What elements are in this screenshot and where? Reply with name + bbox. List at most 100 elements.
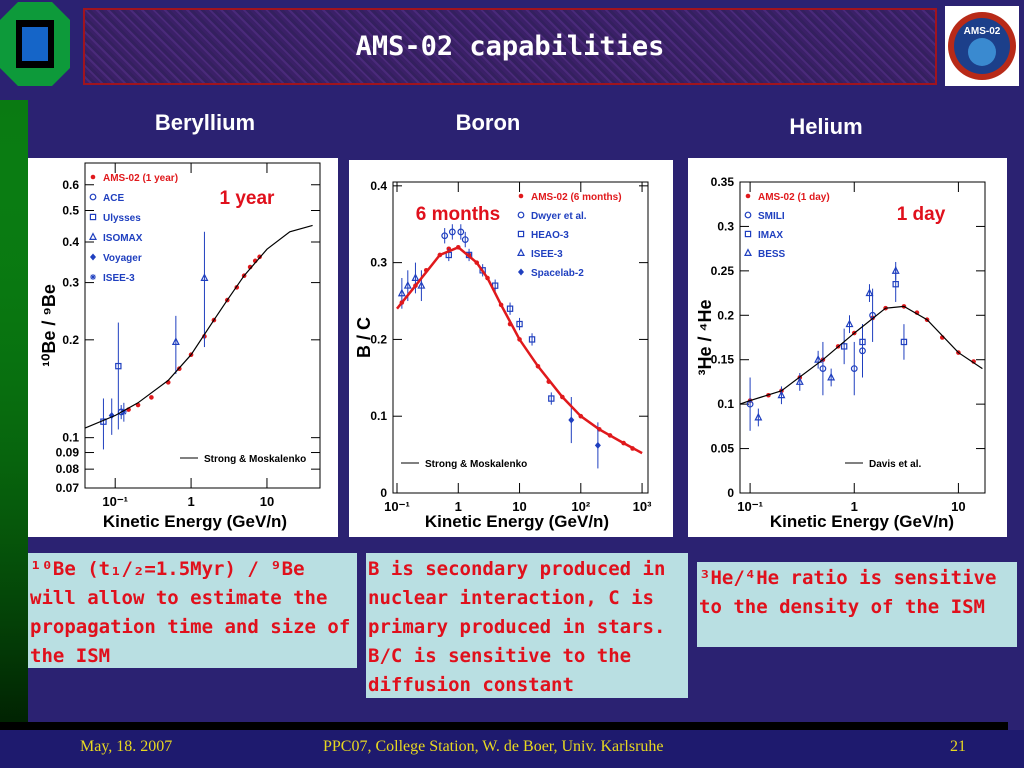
data-point <box>115 362 122 370</box>
data-point <box>441 232 449 240</box>
legend-marker <box>89 213 97 221</box>
data-point <box>777 390 786 399</box>
data-point <box>594 441 601 449</box>
legend-label: HEAO-3 <box>531 230 569 241</box>
y-tick-label: 0.25 <box>711 264 735 278</box>
legend-label: AMS-02 (1 day) <box>758 192 830 203</box>
legend-label: Strong & Moskalenko <box>204 454 306 465</box>
x-tick-label: 10 <box>260 494 274 509</box>
legend-marker <box>744 211 752 219</box>
chart-background <box>688 158 1007 537</box>
data-point <box>403 280 412 289</box>
data-point <box>200 273 209 281</box>
x-tick-label: 10 <box>512 499 526 514</box>
x-tick-label: 10² <box>571 499 590 514</box>
y-tick-label: 0.07 <box>56 481 80 495</box>
y-axis-label: B / C <box>354 317 374 358</box>
y-tick-label: 0.4 <box>62 235 79 249</box>
legend-marker <box>745 193 751 199</box>
chart: Helium 0 0.05 0.1 0.15 0.2 0.25 0.3 0.35 10⁻¹ 1 10K… <box>688 114 1007 537</box>
y-tick-label: 0.08 <box>56 462 80 476</box>
data-point <box>506 305 514 312</box>
footer-bar <box>0 730 1024 768</box>
y-tick-label: 0.4 <box>370 179 387 193</box>
x-tick-label: 10 <box>951 499 965 514</box>
data-point <box>120 408 127 415</box>
y-tick-label: 0.6 <box>62 178 79 192</box>
data-point <box>859 338 866 346</box>
legend-marker <box>517 230 525 238</box>
x-tick-label: 10⁻¹ <box>737 499 763 514</box>
chart-title: Beryllium <box>155 110 255 135</box>
y-tick-label: 0.35 <box>711 175 735 189</box>
legend-label: ISEE-3 <box>103 273 135 284</box>
data-point <box>528 336 536 343</box>
footer-rule <box>0 722 1008 730</box>
footer-event: PPC07, College Station, W. de Boer, Univ… <box>323 738 664 755</box>
data-point <box>746 400 754 408</box>
y-tick-label: 0.2 <box>370 332 387 346</box>
model-curve <box>396 245 643 455</box>
chart-background <box>28 158 338 537</box>
data-point <box>461 236 469 243</box>
footer-page: 21 <box>950 738 966 755</box>
data-point <box>892 280 899 288</box>
legend-label: Voyager <box>103 253 142 264</box>
legend-label: Strong & Moskalenko <box>425 459 527 470</box>
data-point <box>411 273 420 281</box>
legend-label: ACE <box>103 193 124 204</box>
data-point <box>845 319 854 328</box>
y-tick-label: 0.2 <box>62 333 79 347</box>
annotation: 1 year <box>220 188 276 209</box>
data-point <box>568 416 575 424</box>
chart-background <box>349 160 673 537</box>
chart-title: Boron <box>456 110 521 135</box>
y-tick-label: 0.2 <box>717 308 734 322</box>
y-tick-label: 0.3 <box>62 276 79 290</box>
data-point <box>865 288 874 297</box>
chart-title: Helium <box>789 114 862 139</box>
legend-label: AMS-02 (6 months) <box>531 192 622 203</box>
caption: ¹⁰Be (t₁/₂=1.5Myr) / ⁹Be will allow to e… <box>28 553 357 668</box>
y-tick-label: 0 <box>380 486 387 500</box>
y-tick-label: 0.05 <box>711 442 735 456</box>
logo-text: AMS-02 <box>964 26 1001 37</box>
slide-title: AMS-02 capabilities <box>83 8 937 85</box>
y-tick-label: 0.09 <box>56 446 80 460</box>
legend-marker <box>517 248 525 256</box>
legend-label: Ulysses <box>103 213 141 224</box>
legend-label: ISEE-3 <box>531 249 563 260</box>
legend-label: AMS-02 (1 year) <box>103 173 178 184</box>
legend-marker <box>89 193 97 201</box>
data-point <box>417 280 426 289</box>
data-point <box>850 365 858 373</box>
data-point <box>171 337 180 345</box>
y-tick-label: 0.3 <box>717 219 734 233</box>
legend-marker <box>518 193 524 199</box>
annotation: 6 months <box>416 204 500 225</box>
model-curve <box>739 305 983 405</box>
plot-frame <box>392 181 649 494</box>
x-tick-label: 1 <box>851 499 858 514</box>
y-tick-label: 0.15 <box>711 353 735 367</box>
y-tick-label: 0 <box>727 486 734 500</box>
plot-frame <box>84 162 321 489</box>
legend-marker <box>90 274 96 280</box>
data-point <box>448 228 456 236</box>
footer-date: May, 18. 2007 <box>80 738 173 755</box>
side-bar-shade <box>0 100 28 725</box>
university-logo <box>0 2 70 86</box>
data-point <box>819 365 827 373</box>
data-point <box>891 266 900 274</box>
ams-logo: AMS-02 <box>945 6 1019 86</box>
legend-label: Davis et al. <box>869 459 921 470</box>
legend-marker <box>744 230 752 238</box>
x-axis-label: Kinetic Energy (GeV/n) <box>103 512 287 531</box>
data-point <box>814 355 823 363</box>
chart: Boron 0 0.1 0.2 0.3 0.4 10⁻¹ 1 10 10² 10³ Kinetic E… <box>349 110 673 537</box>
legend-label: BESS <box>758 249 786 260</box>
legend-marker <box>517 211 525 219</box>
chart: Beryllium 0.07 0.08 0.090.1 0.2 0.3 0.4 0.5 0.6 1… <box>28 110 338 537</box>
